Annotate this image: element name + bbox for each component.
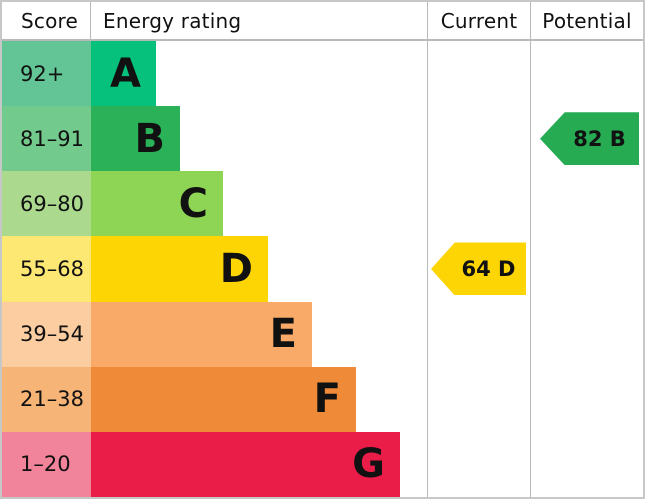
potential-column-cell [530,431,643,497]
band-bar-e: E [91,301,312,367]
band-bar-a: A [91,41,156,107]
band-score-label: 92+ [2,41,91,107]
header-potential: Potential [530,2,643,39]
band-bar-d: D [91,236,268,302]
current-column-cell [427,171,530,237]
current-rating-arrow: 64 D [431,242,526,296]
chart-body: 92+ A 81–91 B 82 B 69–80 C [2,41,643,497]
band-letter: B [134,115,166,162]
band-row-e: 39–54 E [2,301,643,367]
current-column-cell: 64 D [427,236,530,302]
band-score-label: 81–91 [2,106,91,172]
band-row-b: 81–91 B 82 B [2,106,643,172]
band-letter: D [219,245,253,292]
band-score-label: 21–38 [2,366,91,432]
header-score: Score [2,2,91,39]
band-row-g: 1–20 G [2,431,643,497]
band-letter: C [178,180,208,227]
band-letter: A [110,50,141,97]
band-row-a: 92+ A [2,41,643,107]
band-score-label: 55–68 [2,236,91,302]
band-row-c: 69–80 C [2,171,643,237]
band-score-label: 69–80 [2,171,91,237]
band-letter: G [352,441,385,488]
band-bar-g: G [91,431,400,497]
band-bar-area: D [91,236,427,302]
chart-header-row: Score Energy rating Current Potential [2,2,643,41]
band-score-label: 1–20 [2,431,91,497]
header-energy-rating: Energy rating [103,8,242,33]
band-letter: F [313,376,341,423]
potential-column-cell [530,236,643,302]
potential-column-cell [530,366,643,432]
band-row-f: 21–38 F [2,366,643,432]
current-column-cell [427,431,530,497]
header-current: Current [427,2,530,39]
band-bar-f: F [91,366,356,432]
band-bar-area: G [91,431,427,497]
band-bar-c: C [91,171,223,237]
band-bar-area: F [91,366,427,432]
band-bar-area: A [91,41,427,107]
potential-rating-arrow: 82 B [540,112,639,166]
band-bar-area: C [91,171,427,237]
band-letter: E [269,311,297,358]
band-bar-area: B [91,106,427,172]
band-bar-area: E [91,301,427,367]
potential-column-cell [530,301,643,367]
current-column-cell [427,41,530,107]
current-column-cell [427,106,530,172]
band-row-d: 55–68 D 64 D [2,236,643,302]
potential-column-cell [530,41,643,107]
current-column-cell [427,301,530,367]
band-score-label: 39–54 [2,301,91,367]
potential-column-cell: 82 B [530,106,643,172]
band-bar-b: B [91,106,180,172]
potential-column-cell [530,171,643,237]
current-column-cell [427,366,530,432]
